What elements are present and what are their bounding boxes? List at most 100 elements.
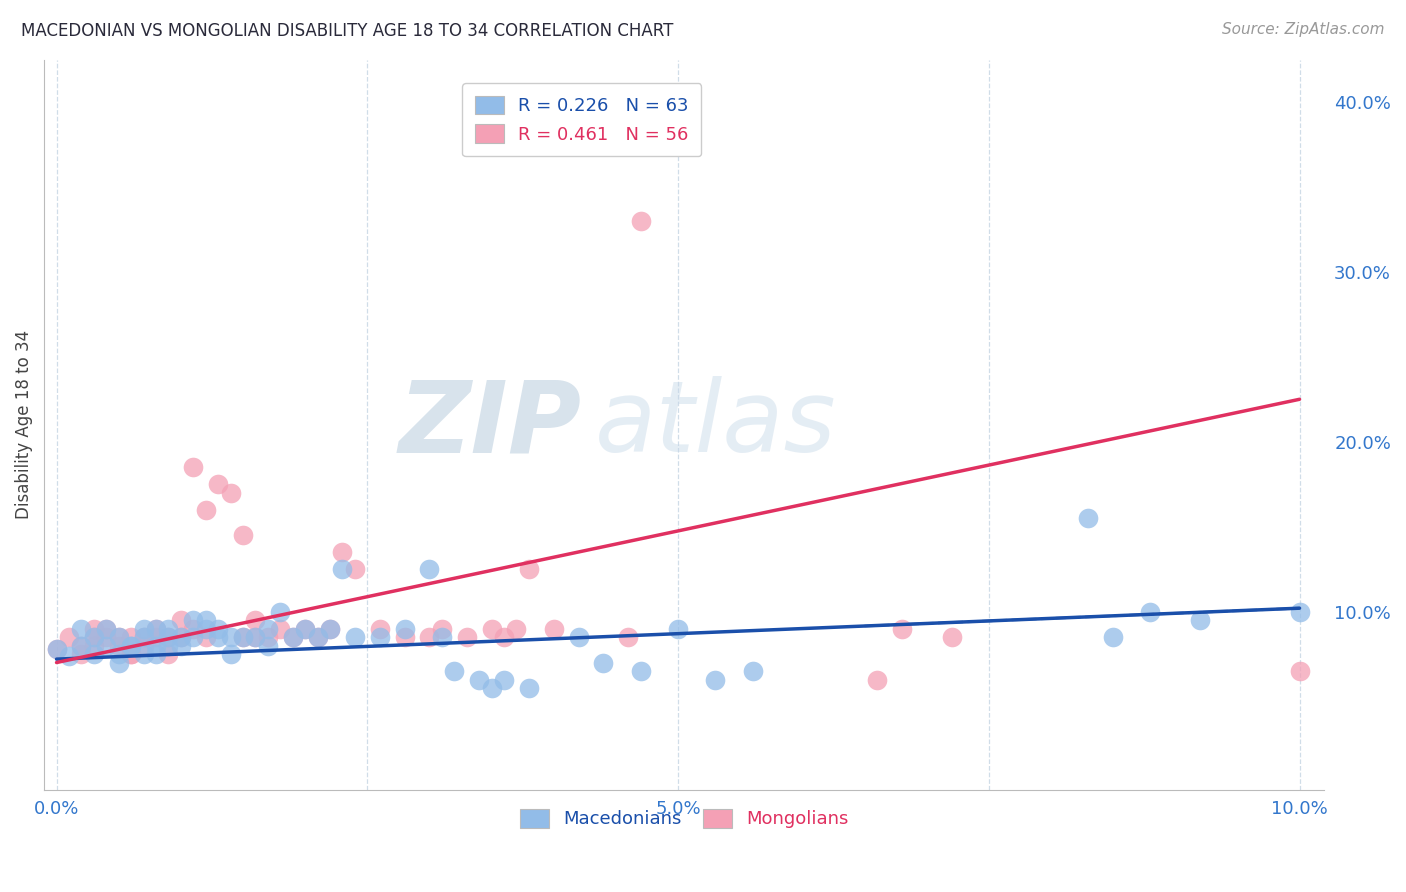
Point	[96, 639, 118, 653]
Point	[269, 622, 291, 636]
Point	[96, 630, 118, 644]
Point	[120, 639, 142, 653]
Point	[418, 630, 440, 644]
Point	[1189, 613, 1212, 627]
Point	[492, 673, 515, 687]
Point	[343, 630, 366, 644]
Point	[181, 630, 204, 644]
Point	[132, 630, 155, 644]
Point	[232, 630, 254, 644]
Point	[592, 656, 614, 670]
Point	[332, 562, 354, 576]
Point	[83, 647, 105, 661]
Point	[430, 630, 453, 644]
Point	[307, 630, 329, 644]
Text: Source: ZipAtlas.com: Source: ZipAtlas.com	[1222, 22, 1385, 37]
Point	[319, 622, 342, 636]
Point	[281, 630, 304, 644]
Point	[492, 630, 515, 644]
Point	[294, 622, 316, 636]
Point	[170, 630, 193, 644]
Point	[181, 622, 204, 636]
Point	[219, 630, 242, 644]
Text: MACEDONIAN VS MONGOLIAN DISABILITY AGE 18 TO 34 CORRELATION CHART: MACEDONIAN VS MONGOLIAN DISABILITY AGE 1…	[21, 22, 673, 40]
Point	[704, 673, 727, 687]
Point	[307, 630, 329, 644]
Point	[1077, 511, 1099, 525]
Point	[107, 630, 129, 644]
Point	[194, 613, 217, 627]
Legend: Macedonians, Mongolians: Macedonians, Mongolians	[513, 802, 856, 836]
Point	[219, 485, 242, 500]
Point	[145, 639, 167, 653]
Point	[505, 622, 527, 636]
Point	[70, 622, 93, 636]
Point	[543, 622, 565, 636]
Point	[430, 622, 453, 636]
Point	[232, 630, 254, 644]
Point	[83, 630, 105, 644]
Point	[120, 639, 142, 653]
Point	[132, 630, 155, 644]
Point	[194, 622, 217, 636]
Point	[207, 477, 229, 491]
Point	[132, 622, 155, 636]
Point	[107, 630, 129, 644]
Point	[157, 639, 180, 653]
Point	[181, 613, 204, 627]
Point	[257, 639, 280, 653]
Point	[170, 639, 193, 653]
Point	[1102, 630, 1125, 644]
Point	[219, 647, 242, 661]
Point	[617, 630, 640, 644]
Point	[96, 622, 118, 636]
Point	[207, 622, 229, 636]
Point	[517, 681, 540, 695]
Point	[343, 562, 366, 576]
Point	[132, 639, 155, 653]
Point	[666, 622, 689, 636]
Point	[145, 630, 167, 644]
Point	[83, 630, 105, 644]
Point	[70, 639, 93, 653]
Point	[194, 630, 217, 644]
Point	[96, 622, 118, 636]
Point	[107, 639, 129, 653]
Point	[481, 681, 503, 695]
Point	[941, 630, 963, 644]
Point	[120, 647, 142, 661]
Point	[245, 613, 267, 627]
Point	[194, 502, 217, 516]
Point	[45, 642, 67, 657]
Point	[630, 664, 652, 678]
Point	[120, 630, 142, 644]
Point	[517, 562, 540, 576]
Point	[157, 630, 180, 644]
Point	[145, 647, 167, 661]
Point	[207, 630, 229, 644]
Point	[107, 656, 129, 670]
Point	[145, 622, 167, 636]
Point	[145, 622, 167, 636]
Y-axis label: Disability Age 18 to 34: Disability Age 18 to 34	[15, 330, 32, 519]
Text: ZIP: ZIP	[399, 376, 582, 474]
Point	[1288, 664, 1310, 678]
Point	[45, 642, 67, 657]
Point	[368, 622, 391, 636]
Point	[257, 622, 280, 636]
Point	[294, 622, 316, 636]
Point	[890, 622, 912, 636]
Point	[456, 630, 478, 644]
Point	[58, 648, 80, 663]
Point	[107, 647, 129, 661]
Point	[257, 630, 280, 644]
Point	[132, 647, 155, 661]
Point	[58, 630, 80, 644]
Point	[70, 639, 93, 653]
Point	[481, 622, 503, 636]
Point	[418, 562, 440, 576]
Point	[269, 605, 291, 619]
Point	[120, 647, 142, 661]
Point	[245, 630, 267, 644]
Point	[568, 630, 591, 644]
